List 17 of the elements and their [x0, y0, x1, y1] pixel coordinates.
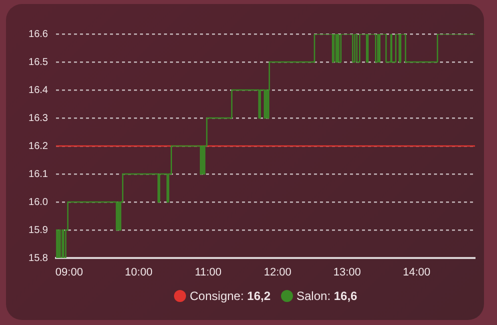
y-tick-label: 16.2: [28, 140, 48, 152]
y-tick-label: 16.0: [28, 196, 48, 208]
x-tick-label: 12:00: [264, 266, 292, 279]
x-tick-label: 09:00: [55, 266, 83, 279]
legend-label: Salon: 16,6: [296, 289, 358, 303]
x-tick-label: 10:00: [124, 266, 152, 279]
y-tick-label: 16.6: [28, 28, 48, 40]
y-tick-label: 16.5: [28, 56, 48, 68]
legend-label: Consigne: 16,2: [190, 289, 270, 303]
y-tick-label: 15.8: [28, 252, 48, 264]
x-tick-label: 13:00: [333, 266, 361, 279]
y-tick-label: 16.3: [28, 112, 48, 124]
y-tick-label: 15.9: [28, 224, 48, 236]
y-tick-label: 16.4: [28, 84, 48, 96]
y-tick-label: 16.1: [28, 168, 48, 180]
x-tick-label: 11:00: [194, 266, 222, 279]
x-tick-label: 14:00: [402, 266, 430, 279]
